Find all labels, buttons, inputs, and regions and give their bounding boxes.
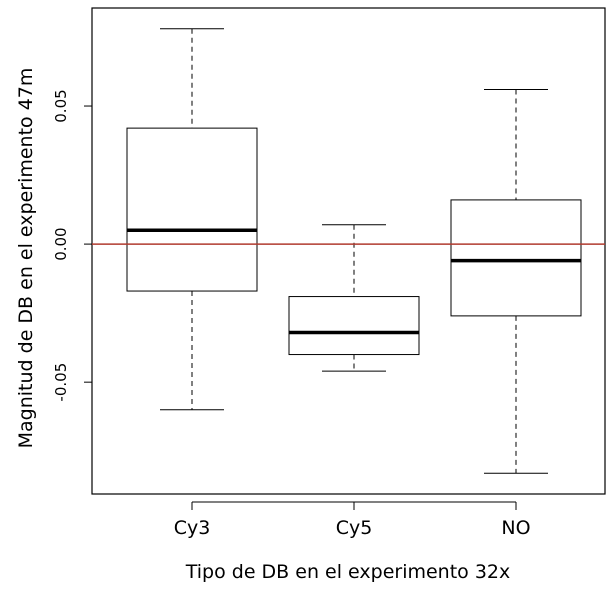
y-axis: -0.05 0.00 0.05 — [52, 89, 92, 402]
y-tick-label: -0.05 — [52, 363, 70, 402]
y-axis-title: Magnitud de DB en el experimento 47m — [15, 68, 37, 449]
x-tick-label-no: NO — [501, 517, 530, 539]
box-body-cy5 — [288, 296, 420, 356]
plot-frame — [91, 7, 606, 495]
y-tick-label: 0.00 — [52, 227, 70, 260]
chart-marks — [92, 28, 605, 474]
x-tick-label-cy3: Cy3 — [174, 517, 211, 539]
x-tick-label-cy5: Cy5 — [336, 517, 373, 539]
box-cy5 — [288, 224, 420, 372]
box-no — [450, 88, 582, 474]
box-body-cy3 — [126, 127, 258, 292]
box-body-no — [450, 199, 582, 317]
box-cy3 — [126, 28, 258, 411]
x-axis-title: Tipo de DB en el experimento 32x — [185, 561, 511, 583]
y-tick-label: 0.05 — [52, 89, 70, 122]
x-axis: Cy3 Cy5 NO — [174, 501, 531, 539]
